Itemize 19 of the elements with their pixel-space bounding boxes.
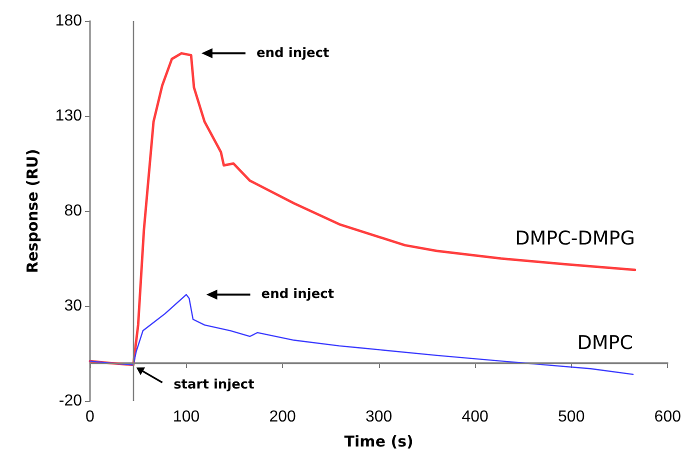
x-tick-label: 500 [558, 408, 585, 426]
x-axis-title: Time (s) [344, 432, 414, 450]
series-label: DMPC [577, 332, 633, 354]
x-tick-label: 200 [269, 408, 296, 426]
annotation: start inject [174, 378, 254, 392]
x-tick-label: 600 [654, 408, 682, 426]
annotation: end inject [256, 46, 330, 61]
x-tick-label: 100 [172, 408, 200, 426]
y-tick-label: 130 [55, 108, 82, 124]
y-axis-title: Response (RU) [24, 148, 42, 274]
y-tick-label: 180 [55, 12, 82, 30]
series-label: DMPC-DMPG [515, 227, 635, 250]
annotation: end inject [261, 287, 334, 302]
y-tick-label: 30 [64, 298, 82, 314]
y-tick-label: -20 [58, 392, 82, 410]
y-tick-label: 80 [64, 202, 82, 220]
x-tick-label: 0 [86, 408, 95, 426]
x-tick-label: 300 [365, 408, 392, 426]
x-tick-label: 400 [462, 408, 489, 426]
